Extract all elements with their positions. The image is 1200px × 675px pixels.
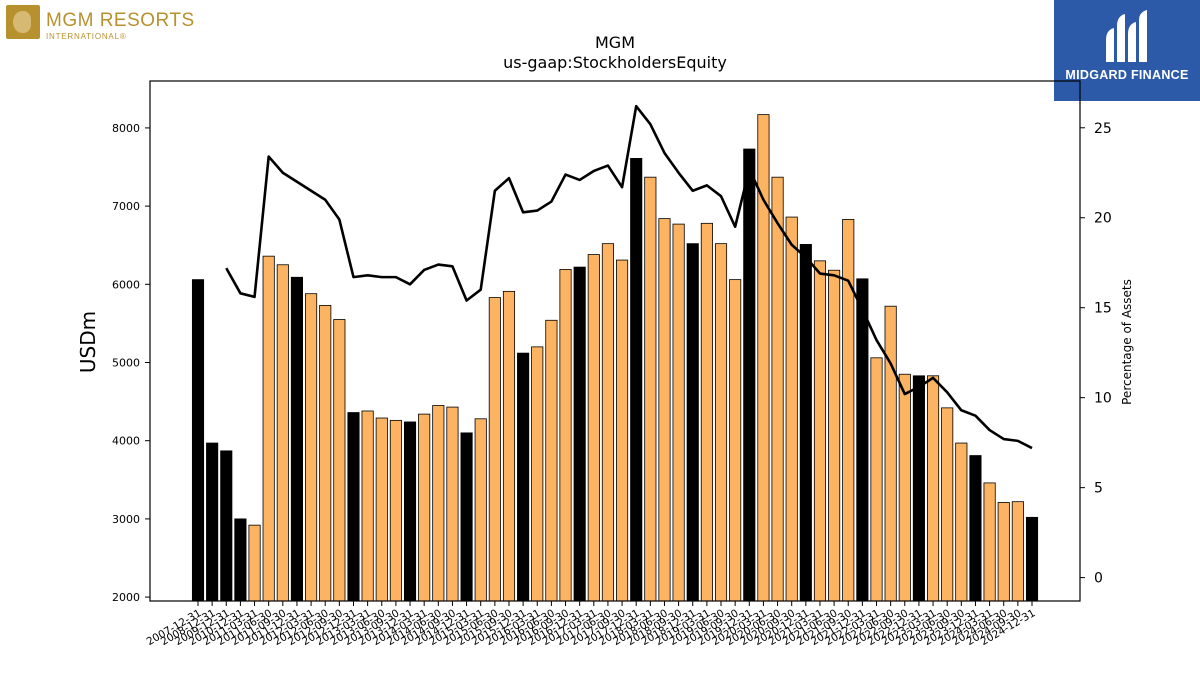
bar <box>432 405 445 602</box>
y2-tick-label: 0 <box>1094 571 1103 587</box>
bar <box>898 373 911 602</box>
bar <box>672 223 685 602</box>
bar <box>248 524 261 602</box>
midgard-logo-text: MIDGARD FINANCE <box>1065 68 1189 82</box>
y2-tick-label: 10 <box>1094 391 1112 407</box>
bar <box>927 375 940 602</box>
bar <box>884 305 897 602</box>
bar <box>856 278 869 602</box>
chart-title: MGM <box>595 33 635 52</box>
bar <box>418 413 431 602</box>
bar <box>276 264 289 602</box>
bar <box>587 254 600 602</box>
y-axis-label: USDm <box>76 311 100 373</box>
bar <box>517 352 530 602</box>
bar <box>969 455 982 602</box>
bar <box>658 218 671 602</box>
y2-tick-label: 5 <box>1094 481 1103 497</box>
bar <box>686 243 699 602</box>
x-tick-labels: 2007-12-312008-12-312009-12-312010-12-31… <box>145 601 1038 648</box>
bar-series <box>191 114 1039 602</box>
bar <box>319 305 332 602</box>
bar <box>389 419 402 602</box>
bar <box>1011 501 1024 602</box>
logo-sub-text: INTERNATIONAL® <box>46 32 127 41</box>
bar <box>573 266 586 602</box>
bar <box>347 412 360 602</box>
bar <box>361 410 374 602</box>
y-tick-label: 7000 <box>112 200 140 213</box>
bar <box>955 442 968 602</box>
bar <box>799 244 812 602</box>
axes: 2000 3000 4000 5000 6000 7000 8000 0 5 10 15 20 25 <box>112 80 1112 604</box>
plot-frame <box>149 80 1081 602</box>
bar <box>813 260 827 602</box>
bar <box>375 417 388 602</box>
midgard-monogram-icon <box>1106 10 1147 62</box>
bar <box>700 222 713 602</box>
bar <box>997 502 1010 602</box>
y-tick-label: 3000 <box>112 513 140 526</box>
y-tick-label: 4000 <box>112 435 140 448</box>
bar <box>630 158 643 602</box>
bar <box>729 279 742 602</box>
mgm-resorts-logo: MGM RESORTS INTERNATIONAL® <box>6 5 196 43</box>
bar <box>545 319 558 602</box>
bar <box>616 259 629 602</box>
bar <box>941 407 954 602</box>
bar <box>206 442 219 602</box>
bar <box>785 216 798 602</box>
y2-tick-label: 20 <box>1094 211 1112 227</box>
bar <box>714 243 728 602</box>
bar <box>1025 516 1039 602</box>
bar <box>488 297 501 602</box>
bar <box>743 148 756 602</box>
bar <box>983 482 996 602</box>
logo-brand-text: MGM RESORTS <box>46 10 195 31</box>
bar <box>870 357 883 602</box>
bar <box>757 114 770 602</box>
bar <box>559 269 572 602</box>
y-tick-label: 5000 <box>112 357 140 370</box>
bar <box>828 269 841 602</box>
bar <box>842 219 855 602</box>
bar <box>531 346 544 602</box>
bar <box>601 243 614 602</box>
y2-tick-label: 25 <box>1094 121 1112 137</box>
y-tick-label: 2000 <box>112 591 140 604</box>
bar <box>771 176 784 602</box>
midgard-finance-logo: MIDGARD FINANCE <box>1054 0 1200 101</box>
y-tick-label: 6000 <box>112 278 140 291</box>
bar <box>644 176 657 602</box>
bar <box>191 279 205 602</box>
bar <box>502 290 516 602</box>
bar <box>474 418 487 602</box>
percentage-line-series <box>225 104 1033 450</box>
bar <box>262 255 275 602</box>
y-tick-label: 8000 <box>112 122 140 135</box>
bar <box>403 421 417 602</box>
chart-subtitle: us-gaap:StockholdersEquity <box>503 53 727 72</box>
y2-axis-label: Percentage of Assets <box>1120 279 1134 405</box>
bar <box>305 293 318 602</box>
bar <box>912 375 925 602</box>
bar <box>333 319 346 602</box>
bar <box>446 406 459 602</box>
lion-logo-icon <box>6 5 40 39</box>
bar <box>290 276 304 602</box>
bar <box>460 432 473 602</box>
bar <box>220 450 233 602</box>
percentage-line <box>225 104 1033 450</box>
y2-tick-label: 15 <box>1094 301 1112 317</box>
bar <box>234 518 247 602</box>
